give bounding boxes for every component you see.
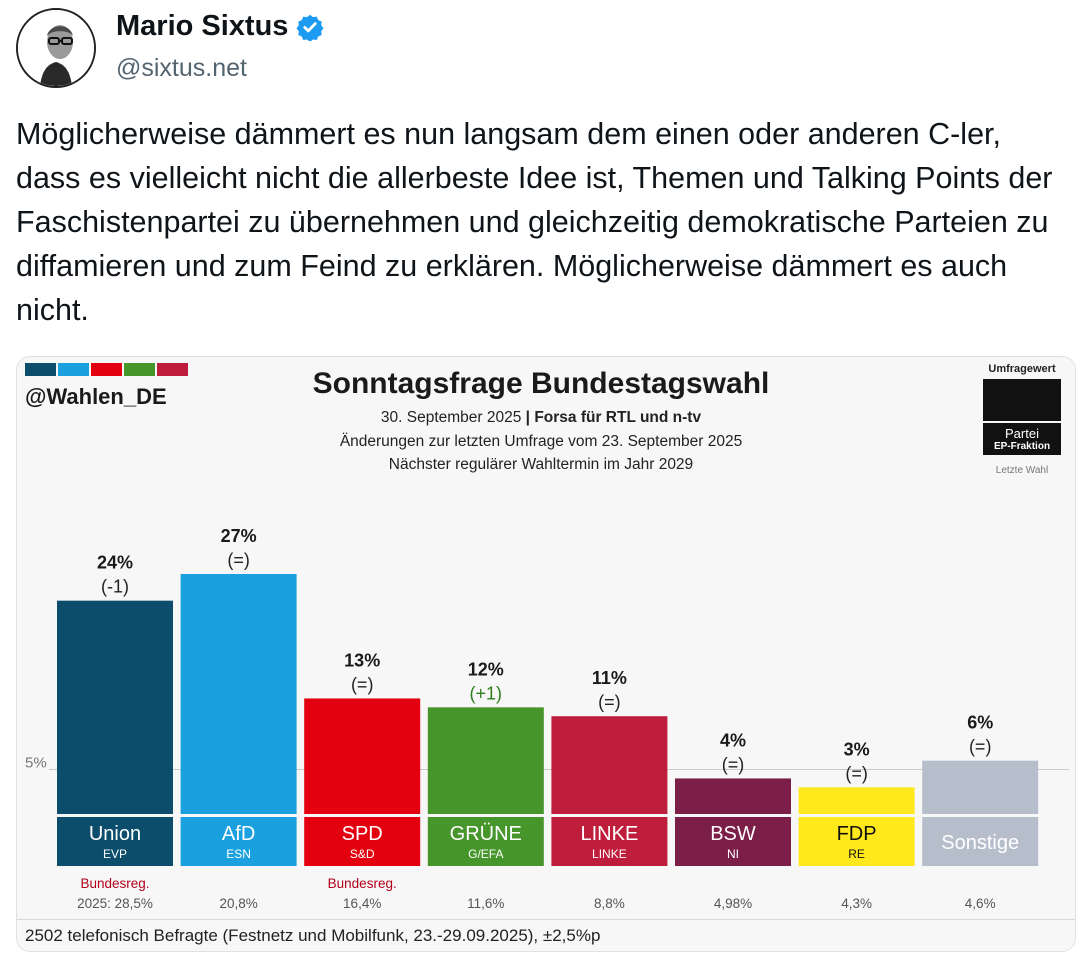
strip-color-3 (91, 363, 122, 376)
bar-1 (180, 574, 297, 814)
bar-5 (675, 778, 791, 814)
bar-2 (304, 698, 421, 814)
party-box-2 (304, 817, 421, 866)
last-election-5: 4,98% (714, 896, 752, 911)
party-color-strip (25, 363, 188, 376)
last-election-7: 4,6% (965, 896, 996, 911)
legend-party-box: Partei EP-Fraktion (983, 423, 1061, 455)
post-text: Möglicherweise dämmert es nun langsam de… (16, 117, 1053, 327)
legend-group-label: EP-Fraktion (993, 441, 1051, 452)
change-label-6: (=) (845, 763, 868, 783)
avatar[interactable] (16, 8, 96, 88)
author-handle[interactable]: @sixtus.net (116, 54, 247, 82)
value-label-5: 4% (720, 730, 746, 750)
bar-3 (427, 707, 544, 814)
bar-7 (922, 760, 1039, 814)
last-election-4: 8,8% (594, 896, 625, 911)
last-election-1: 20,8% (219, 896, 257, 911)
last-election-2: 16,4% (343, 896, 381, 911)
bar-6 (798, 787, 915, 814)
change-label-0: (-1) (101, 577, 129, 597)
change-label-2: (=) (351, 674, 374, 694)
value-label-7: 6% (967, 713, 993, 733)
party-box-4 (551, 817, 668, 866)
change-label-5: (=) (722, 754, 745, 774)
strip-color-1 (25, 363, 56, 376)
chart-legend: Umfragewert Partei EP-Fraktion Letzte Wa… (981, 363, 1063, 476)
author-name-text: Mario Sixtus (116, 10, 289, 42)
bar-0 (57, 600, 173, 814)
last-election-6: 4,3% (841, 896, 872, 911)
poll-chart-card[interactable]: @Wahlen_DE Sonntagsfrage Bundestagswahl … (16, 356, 1076, 952)
last-election-0: 2025: 28,5% (77, 896, 153, 911)
strip-color-4 (124, 363, 155, 376)
party-group-2: S&D (350, 847, 375, 861)
party-box-7 (922, 817, 1039, 866)
party-group-1: ESN (226, 847, 251, 861)
value-label-6: 3% (844, 739, 870, 759)
party-box-3 (427, 817, 544, 866)
govt-label-2: Bundesreg. (328, 876, 397, 891)
chart-subtitle-next-election: Nächster regulärer Wahltermin im Jahr 20… (388, 456, 694, 473)
last-election-3: 11,6% (467, 896, 504, 911)
value-label-2: 13% (344, 650, 380, 670)
value-label-0: 24% (97, 553, 133, 573)
party-box-6 (798, 817, 915, 866)
party-name-6: FDP (837, 823, 877, 845)
strip-color-2 (58, 363, 89, 376)
party-name-5: BSW (710, 823, 756, 845)
bar-4 (551, 716, 668, 814)
value-label-4: 11% (592, 668, 627, 688)
party-name-1: AfD (222, 823, 255, 845)
change-label-1: (=) (227, 550, 250, 570)
legend-party-label: Partei (1005, 426, 1039, 441)
change-label-7: (=) (969, 737, 992, 757)
party-group-6: RE (848, 847, 865, 861)
legend-last-election-label: Letzte Wahl (995, 465, 1049, 476)
value-label-1: 27% (221, 526, 257, 546)
subtitle-pollster: Forsa für RTL und n-tv (534, 409, 702, 426)
party-name-4: LINKE (580, 823, 638, 845)
change-label-4: (=) (598, 692, 621, 712)
legend-value-swatch (983, 379, 1061, 421)
party-group-4: LINKE (592, 847, 627, 861)
govt-label-0: Bundesreg. (80, 876, 149, 891)
party-group-5: NI (727, 847, 739, 861)
chart-subtitle-date: 30. September 2025 | Forsa für RTL und n… (17, 409, 1075, 427)
party-box-1 (180, 817, 297, 866)
party-name-0: Union (89, 823, 141, 845)
subtitle-separator: | (525, 409, 531, 426)
party-name-3: GRÜNE (450, 823, 522, 845)
verified-badge-icon (296, 14, 324, 41)
strip-color-5 (157, 363, 188, 376)
legend-value-label: Umfragewert (988, 363, 1056, 375)
value-label-3: 12% (468, 659, 504, 679)
subtitle-date: 30. September 2025 (380, 409, 522, 426)
party-group-3: G/EFA (468, 847, 503, 861)
party-name-2: SPD (342, 823, 383, 845)
threshold-label: 5% (25, 755, 47, 772)
source-label: @Wahlen_DE (25, 384, 167, 409)
party-name-7: Sonstige (941, 832, 1019, 854)
chart-title: Sonntagsfrage Bundestagswahl (312, 367, 770, 400)
chart-footer-note: 2502 telefonisch Befragte (Festnetz und … (17, 919, 1075, 951)
party-group-0: EVP (103, 847, 127, 861)
chart-subtitle-changes: Änderungen zur letzten Umfrage vom 23. S… (339, 433, 743, 450)
change-label-3: (+1) (470, 683, 503, 703)
party-box-0 (57, 817, 173, 866)
avatar-portrait-icon (18, 10, 94, 86)
poll-bar-chart: 5% 24% (-1) Union EVP Bundesreg. 2025: 28,5% 27… (25, 526, 1069, 911)
party-box-5 (675, 817, 791, 866)
author-name[interactable]: Mario Sixtus (116, 10, 324, 43)
